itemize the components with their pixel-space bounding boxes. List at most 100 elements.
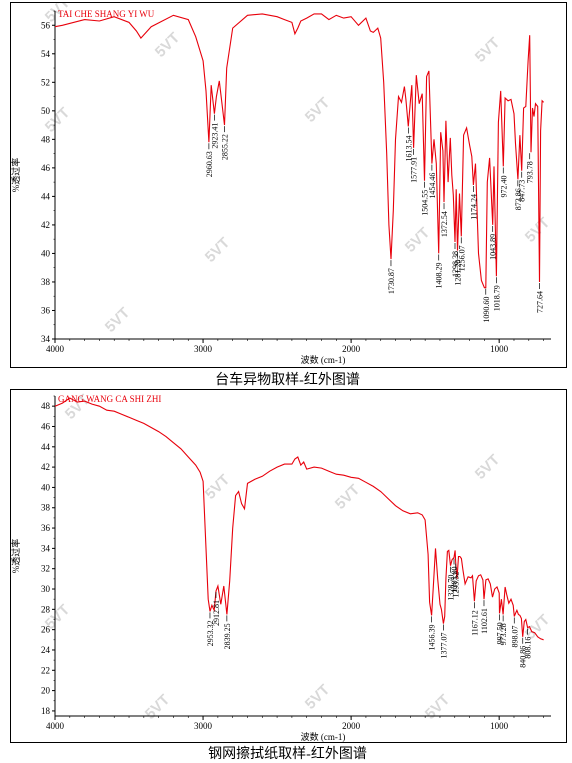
peak-label: 1043.89 [489,234,498,260]
watermark-text: 5VT [522,214,553,245]
y-axis-label: %透过率 [11,539,21,574]
peak-label: 840.86 [519,646,528,668]
watermark-text: 5VT [142,691,173,722]
spectrum-line [54,397,544,641]
y-tick-label: 48 [41,401,51,411]
y-tick-label: 52 [41,77,50,87]
y-tick-label: 42 [41,220,50,230]
x-tick-label: 1000 [490,344,509,354]
y-tick-label: 22 [41,665,50,675]
y-axis-label: %透过率 [11,158,21,193]
peak-label: 1613.54 [404,136,413,162]
peak-label: 898.07 [510,625,519,647]
peak-label: 1504.55 [420,190,429,216]
x-axis-label: 波数 (cm-1) [301,731,346,742]
peak-label: 997.50 [496,622,505,644]
peak-label: 972.40 [499,175,508,197]
peak-label: 1281.20 [454,260,463,286]
y-tick-label: 28 [41,604,51,614]
x-tick-label: 1000 [490,721,509,731]
watermark-text: 5VT [422,691,453,722]
y-tick-label: 50 [41,106,51,116]
y-tick-label: 44 [41,442,51,452]
x-tick-label: 4000 [46,344,65,354]
spectrum-line [54,13,544,289]
peak-label: 873.86 [514,188,523,210]
y-tick-label: 24 [41,645,51,655]
peak-label: 2960.63 [205,151,214,177]
y-tick-label: 40 [41,482,51,492]
watermark-text: 5VT [202,234,233,265]
watermark-text: 5VT [202,471,233,502]
peak-label: 1174.24 [469,194,478,220]
y-tick-label: 20 [41,686,51,696]
peak-label: 1305.00 [450,567,459,593]
watermark-text: 5VT [302,94,333,125]
y-tick-label: 48 [41,134,51,144]
peak-label: 2923.41 [210,123,219,149]
y-tick-label: 38 [41,277,51,287]
x-axis-label: 波数 (cm-1) [301,354,346,365]
watermark-text: 5VT [152,29,183,60]
y-tick-label: 32 [41,564,50,574]
x-tick-label: 3000 [194,721,213,731]
y-tick-label: 56 [41,20,51,30]
peak-label: 1293.52 [452,572,461,598]
chart-frame-1: 5VT 5VT 5VT 5VT 5VT 5VT 5VT 5VT 5VT 34 36 38 40 42 44 4… [10,2,567,368]
sample-label: TAI CHE SHANG YI WU [58,9,155,19]
watermark-text: 5VT [472,451,503,482]
peak-label: 2953.32 [206,620,215,646]
sample-label: GANG WANG CA SHI ZHI [58,394,161,404]
peak-label: 1102.61 [480,608,489,634]
x-tick-label: 4000 [46,721,65,731]
x-tick-label: 2000 [342,721,361,731]
y-tick-label: 46 [41,421,51,431]
peak-label: 1298.38 [451,251,460,277]
watermark-text: 5VT [332,481,363,512]
y-tick-label: 18 [41,706,51,716]
y-tick-label: 38 [41,503,51,513]
peak-label: 1377.07 [439,633,448,659]
peak-label: 847.73 [518,180,527,202]
peak-label: 1256.07 [457,245,466,271]
peak-label: 1018.79 [492,285,501,311]
x-tick-label: 2000 [342,344,361,354]
y-tick-label: 36 [41,523,51,533]
peak-label: 2912.81 [212,600,221,626]
peak-label: 793.78 [526,161,535,183]
chart-caption-2: 钢网擦拭纸取样-红外图谱 [208,747,367,762]
peak-label: 1730.87 [387,268,396,294]
watermark-text: 5VT [102,304,133,335]
y-tick-label: 54 [41,49,51,59]
peak-label: 1372.54 [440,211,449,237]
peak-label: 727.64 [536,291,545,313]
y-tick-label: 34 [41,543,51,553]
watermark-text: 5VT [302,681,333,712]
y-tick-label: 46 [41,163,51,173]
y-tick-label: 42 [41,462,50,472]
peak-label: 1454.46 [428,173,437,199]
chart-caption-1: 台车异物取样-红外图谱 [215,373,360,388]
y-tick-label: 40 [41,248,51,258]
peak-label: 2855.22 [220,134,229,160]
watermark-text: 5VT [402,224,433,255]
peak-label: 973.28 [499,623,508,645]
peak-label: 808.16 [524,637,533,659]
peak-label: 1456.39 [428,624,437,650]
y-tick-label: 26 [41,625,51,635]
peak-label: 1328.70 [447,575,456,601]
peak-label: 2839.25 [223,623,232,649]
peak-label: 1408.29 [435,262,444,288]
chart-frame-2: 5VT 5VT 5VT 5VT 5VT 5VT 5VT 5VT 5VT 18 20 22 24 26 28 3… [10,389,567,743]
peak-label: 1167.12 [470,610,479,636]
x-tick-label: 3000 [194,344,213,354]
peak-label: 1090.60 [482,297,491,323]
y-tick-label: 34 [41,334,51,344]
y-tick-label: 36 [41,305,51,315]
y-tick-label: 30 [41,584,51,594]
watermark-text: 5VT [472,34,503,65]
peak-label: 1577.91 [410,157,419,183]
y-tick-label: 44 [41,191,51,201]
